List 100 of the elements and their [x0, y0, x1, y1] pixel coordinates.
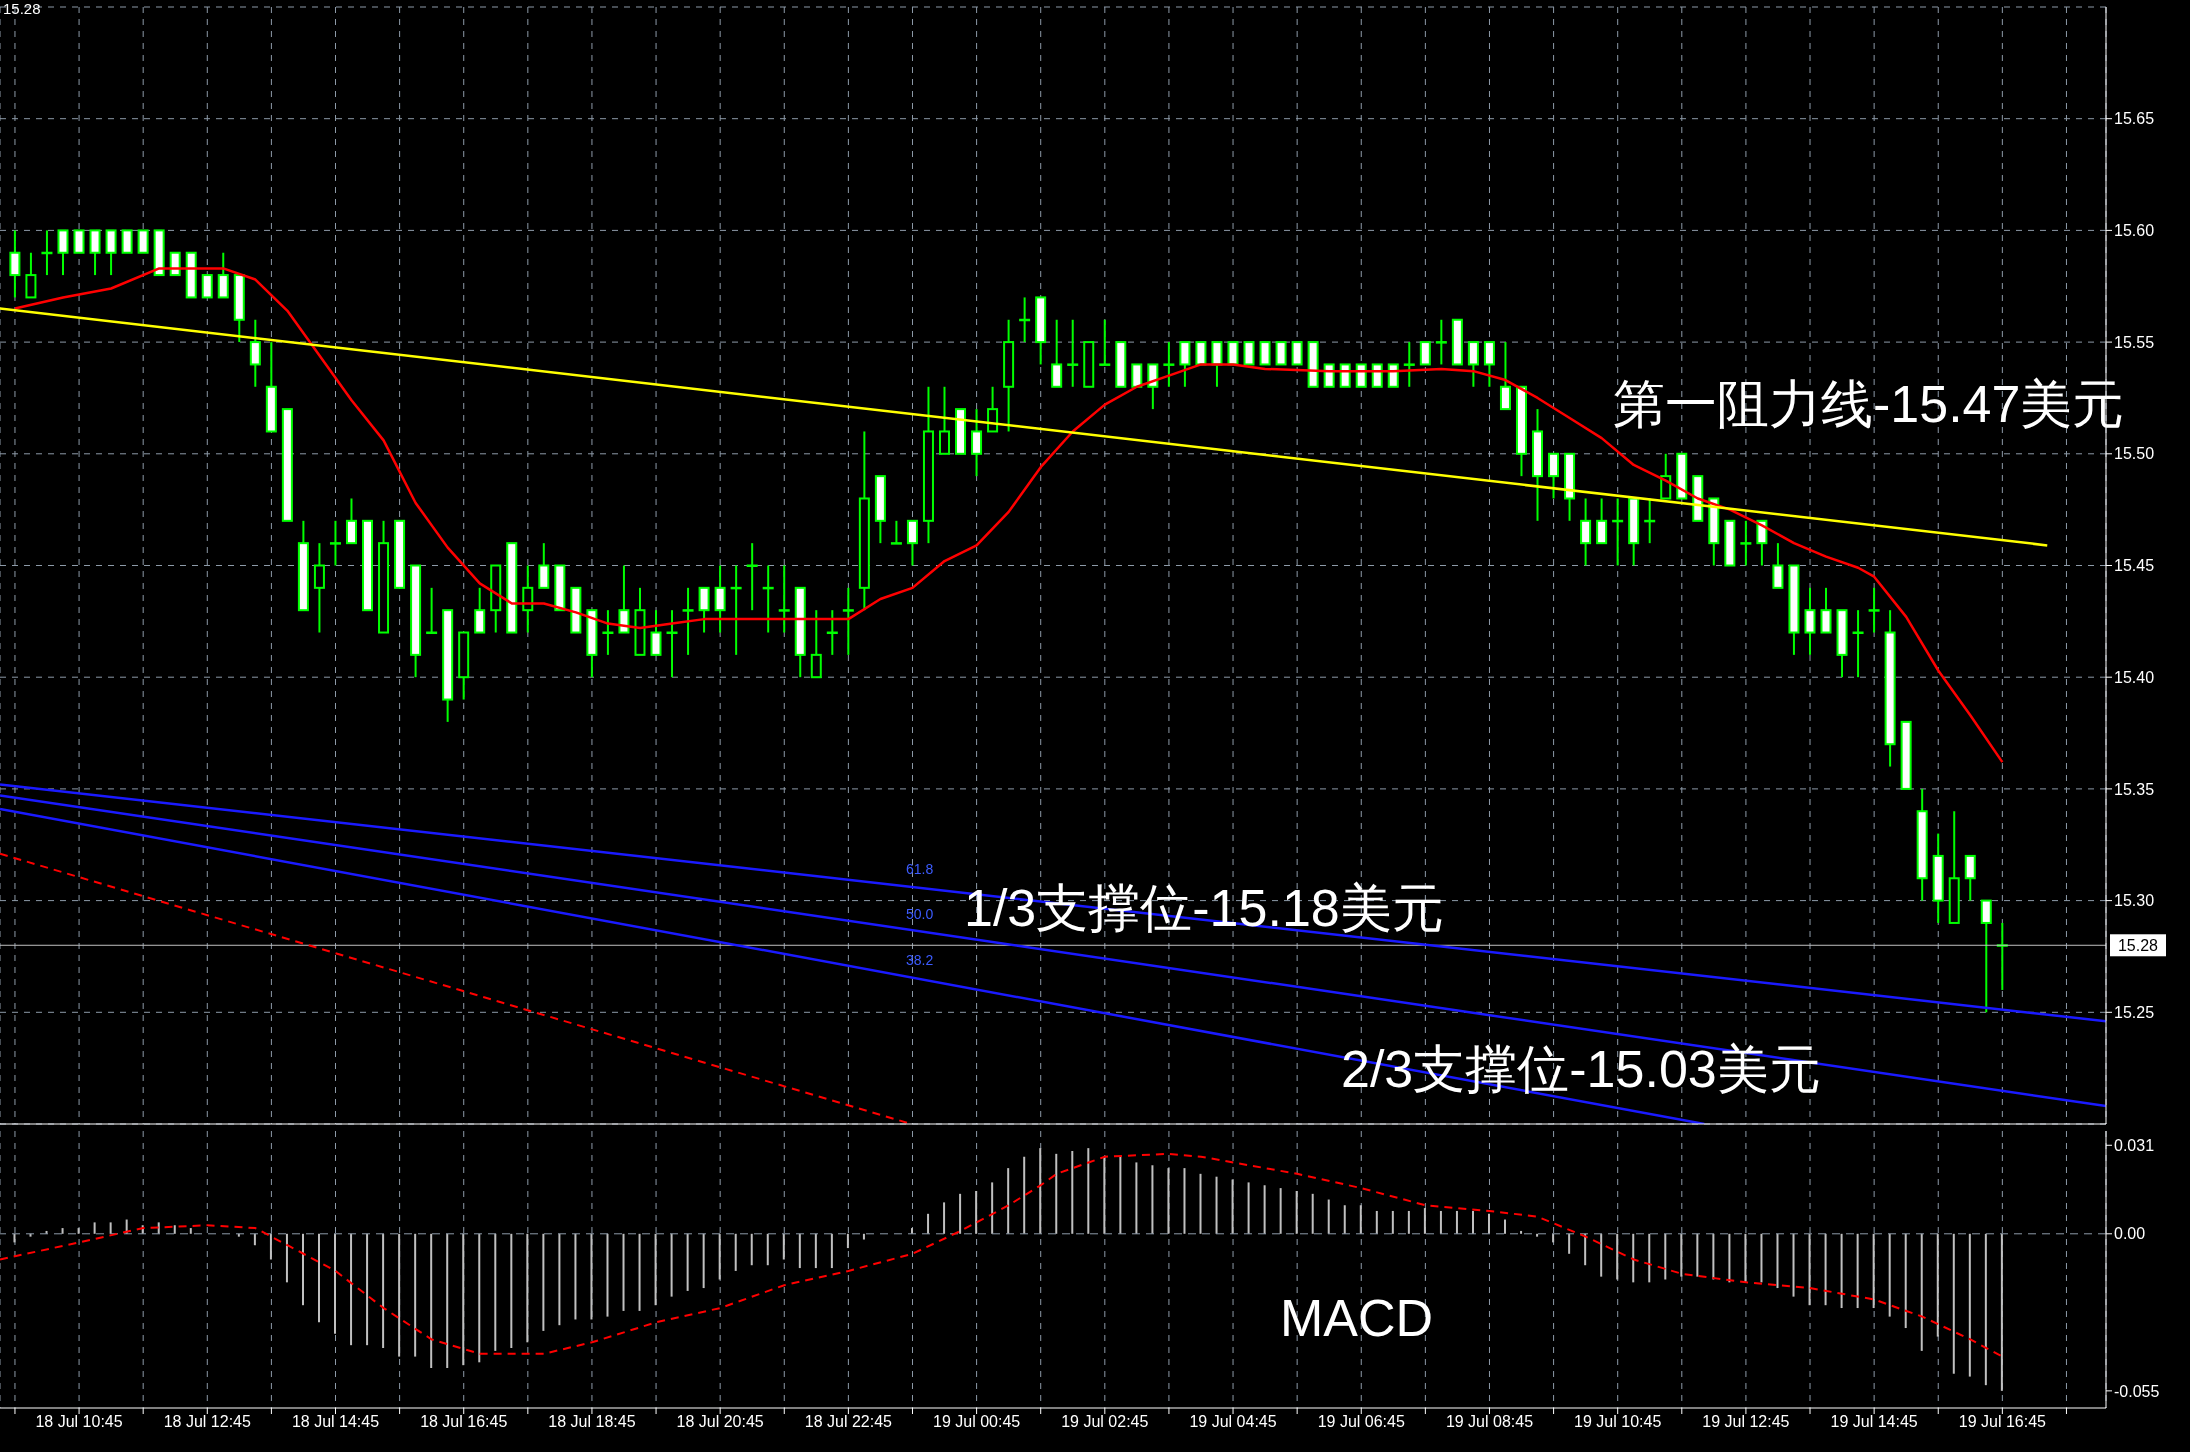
- candlestick: [810, 609, 822, 679]
- candlestick: [971, 408, 983, 478]
- bar: [750, 1233, 753, 1266]
- candlestick: [650, 609, 662, 656]
- bar: [1584, 1233, 1587, 1266]
- bar: [1087, 1148, 1090, 1234]
- candlestick: [1067, 318, 1079, 388]
- bar: [285, 1233, 288, 1283]
- bar: [1119, 1156, 1122, 1234]
- bar: [1680, 1233, 1683, 1277]
- bar: [1359, 1205, 1362, 1234]
- candlestick: [1051, 318, 1063, 388]
- bar: [991, 1182, 994, 1234]
- candlestick: [1019, 296, 1031, 344]
- bar: [1824, 1233, 1827, 1306]
- bar: [414, 1233, 417, 1357]
- y-tick-label: -0.055: [2114, 1382, 2160, 1400]
- bar: [462, 1233, 465, 1366]
- bar: [13, 1233, 16, 1243]
- bar: [1055, 1153, 1058, 1234]
- candlestick: [1772, 542, 1784, 589]
- bar: [830, 1233, 833, 1269]
- candlestick: [41, 229, 53, 277]
- bar: [1728, 1233, 1731, 1283]
- candlestick: [826, 609, 838, 656]
- bar: [766, 1233, 769, 1266]
- candlestick: [1980, 899, 1992, 1014]
- candlestick: [778, 564, 790, 634]
- bar: [1712, 1233, 1715, 1280]
- x-tick-label: 18 Jul 22:45: [804, 1413, 893, 1431]
- bar: [173, 1225, 176, 1234]
- bar: [398, 1233, 401, 1357]
- bar: [1407, 1210, 1410, 1234]
- candlestick: [682, 586, 694, 656]
- bar: [318, 1233, 320, 1323]
- bar: [430, 1233, 433, 1369]
- candlestick: [1596, 497, 1608, 545]
- bar: [1423, 1208, 1426, 1234]
- bar: [1568, 1233, 1571, 1254]
- candlestick: [666, 609, 678, 679]
- bar: [1776, 1233, 1779, 1289]
- bar: [1231, 1179, 1234, 1234]
- bar: [782, 1233, 785, 1260]
- bar: [1439, 1210, 1442, 1234]
- bar: [526, 1233, 529, 1343]
- bar: [1071, 1150, 1074, 1234]
- candlestick: [538, 542, 550, 589]
- x-tick-label: 18 Jul 18:45: [548, 1413, 636, 1431]
- candlestick: [89, 229, 101, 277]
- bar: [927, 1213, 930, 1234]
- x-tick-label: 19 Jul 08:45: [1445, 1413, 1534, 1431]
- bar: [1391, 1210, 1394, 1234]
- candlestick: [1467, 341, 1479, 388]
- x-tick-label: 18 Jul 20:45: [676, 1413, 764, 1431]
- x-tick-label: 19 Jul 12:45: [1702, 1413, 1790, 1431]
- candlestick: [217, 251, 229, 299]
- bar: [1183, 1168, 1186, 1234]
- candlestick: [1548, 452, 1560, 500]
- candlestick: [1996, 921, 2008, 991]
- candlestick: [1820, 586, 1832, 634]
- bar: [510, 1233, 513, 1349]
- bar: [1744, 1233, 1747, 1283]
- bar: [237, 1233, 240, 1237]
- bar: [1471, 1210, 1474, 1234]
- candlestick: [714, 564, 726, 634]
- bar: [638, 1233, 641, 1311]
- bar: [1952, 1233, 1955, 1374]
- bar: [1600, 1233, 1603, 1277]
- bar: [1616, 1233, 1619, 1280]
- candlestick: [329, 519, 341, 567]
- y-tick-label: 15.45: [2114, 557, 2155, 575]
- bar: [366, 1233, 369, 1346]
- bar: [1279, 1188, 1282, 1234]
- bar: [718, 1233, 721, 1280]
- y-tick-label: 15.55: [2114, 333, 2155, 351]
- bar: [1375, 1210, 1378, 1234]
- bar: [1263, 1185, 1266, 1234]
- annotation: MACD: [1280, 1289, 1434, 1348]
- annotation: 15.28: [3, 0, 41, 18]
- bar: [959, 1193, 962, 1234]
- candlestick: [249, 318, 261, 388]
- candlestick: [1852, 609, 1864, 679]
- bar: [1664, 1233, 1667, 1280]
- candlestick: [939, 385, 950, 455]
- bar: [350, 1233, 353, 1346]
- candlestick: [1147, 363, 1159, 411]
- bar: [253, 1233, 256, 1246]
- bar: [1488, 1213, 1490, 1234]
- candlestick: [1868, 586, 1880, 634]
- annotation: 50.0: [906, 906, 934, 923]
- bar: [1520, 1230, 1523, 1234]
- bar: [686, 1233, 689, 1291]
- candlestick: [474, 586, 486, 634]
- bar: [1103, 1156, 1106, 1234]
- x-tick-label: 19 Jul 04:45: [1189, 1413, 1277, 1431]
- bar: [846, 1233, 849, 1249]
- ref-line-label: 15.28: [2117, 937, 2159, 955]
- candlestick: [730, 564, 742, 656]
- bar: [382, 1233, 385, 1349]
- bar: [1504, 1219, 1507, 1234]
